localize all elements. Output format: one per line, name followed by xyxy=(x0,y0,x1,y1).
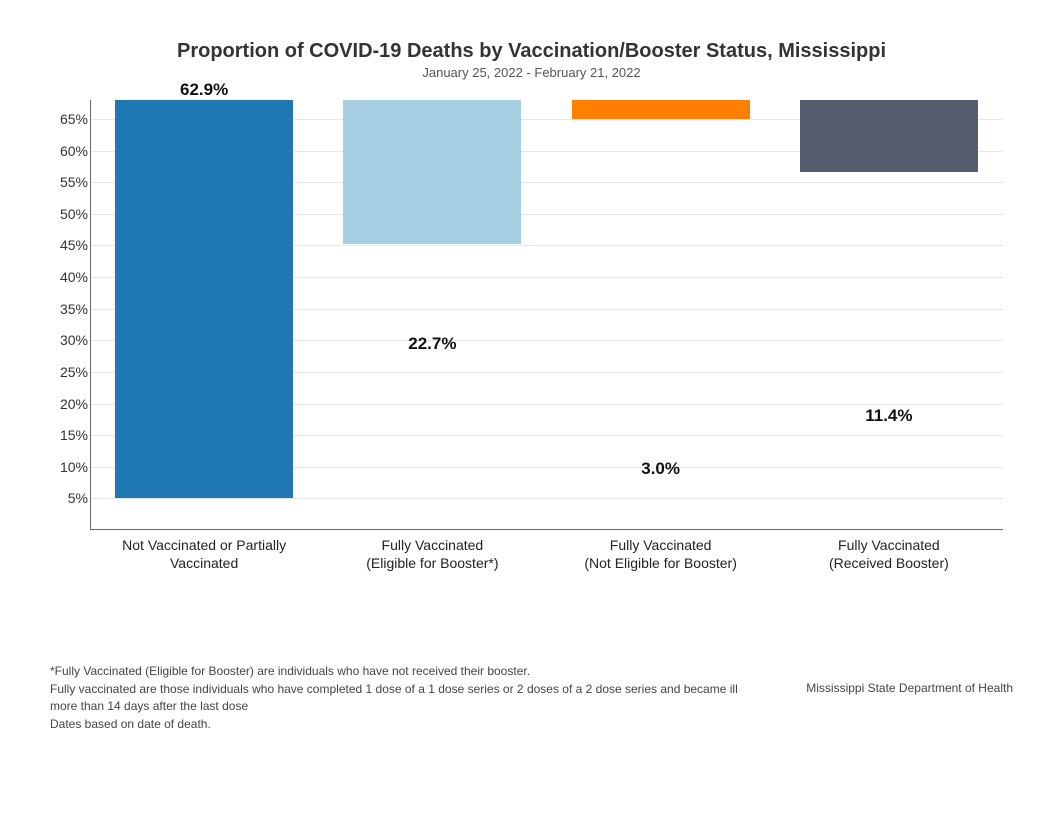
x-label-line: Not Vaccinated or Partially xyxy=(94,536,314,554)
chart-title: Proportion of COVID-19 Deaths by Vaccina… xyxy=(50,40,1013,63)
bar xyxy=(115,100,293,498)
x-label-line: Fully Vaccinated xyxy=(551,536,771,554)
footnote-3: Dates based on date of death. xyxy=(50,716,750,733)
y-tick-label: 30% xyxy=(48,332,88,348)
x-axis-label: Not Vaccinated or PartiallyVaccinated xyxy=(90,536,318,572)
x-label-line: Vaccinated xyxy=(94,554,314,572)
y-tick-label: 65% xyxy=(48,111,88,127)
x-label-line: (Eligible for Booster*) xyxy=(322,554,542,572)
y-tick-label: 5% xyxy=(48,490,88,506)
y-tick-label: 40% xyxy=(48,269,88,285)
bar-value-label: 22.7% xyxy=(408,334,456,360)
y-tick-label: 15% xyxy=(48,427,88,443)
y-tick-label: 55% xyxy=(48,174,88,190)
bar-slot: 22.7% xyxy=(318,100,546,530)
bar-slot: 3.0% xyxy=(547,100,775,530)
chart-container: Proportion of COVID-19 Deaths by Vaccina… xyxy=(0,0,1053,813)
y-tick-label: 20% xyxy=(48,396,88,412)
x-label-line: Fully Vaccinated xyxy=(779,536,999,554)
bar-value-label: 11.4% xyxy=(865,406,912,432)
source-attribution: Mississippi State Department of Health xyxy=(806,681,1013,695)
footer: *Fully Vaccinated (Eligible for Booster)… xyxy=(50,663,1013,733)
y-tick-label: 45% xyxy=(48,237,88,253)
plot-area: 5%10%15%20%25%30%35%40%45%50%55%60%65% 6… xyxy=(90,100,1003,530)
footnote-1: *Fully Vaccinated (Eligible for Booster)… xyxy=(50,663,750,680)
y-tick-label: 10% xyxy=(48,459,88,475)
title-block: Proportion of COVID-19 Deaths by Vaccina… xyxy=(50,40,1013,80)
x-axis-label: Fully Vaccinated(Not Eligible for Booste… xyxy=(547,536,775,572)
x-label-line: Fully Vaccinated xyxy=(322,536,542,554)
y-tick-label: 35% xyxy=(48,301,88,317)
x-label-line: (Not Eligible for Booster) xyxy=(551,554,771,572)
footnotes: *Fully Vaccinated (Eligible for Booster)… xyxy=(50,663,750,733)
footnote-2: Fully vaccinated are those individuals w… xyxy=(50,681,750,716)
bar-value-label: 62.9% xyxy=(180,80,228,106)
y-tick-label: 60% xyxy=(48,143,88,159)
x-axis-label: Fully Vaccinated(Received Booster) xyxy=(775,536,1003,572)
x-axis-label: Fully Vaccinated(Eligible for Booster*) xyxy=(318,536,546,572)
bar-value-label: 3.0% xyxy=(641,459,680,485)
chart-subtitle: January 25, 2022 - February 21, 2022 xyxy=(50,65,1013,80)
y-axis: 5% 10% 15% 20% 25% 30% 35% 40% 45% 50% 55% 60% 65% xyxy=(50,100,90,530)
bar xyxy=(800,100,978,172)
bar xyxy=(343,100,521,244)
x-axis-labels: Not Vaccinated or PartiallyVaccinatedFul… xyxy=(90,536,1003,572)
bar-slot: 62.9% xyxy=(90,100,318,530)
y-tick-label: 50% xyxy=(48,206,88,222)
bars-group: 62.9% 22.7% 3.0% 11.4% xyxy=(90,100,1003,530)
x-label-line: (Received Booster) xyxy=(779,554,999,572)
y-tick-label: 25% xyxy=(48,364,88,380)
bar xyxy=(572,100,750,119)
bar-slot: 11.4% xyxy=(775,100,1003,530)
